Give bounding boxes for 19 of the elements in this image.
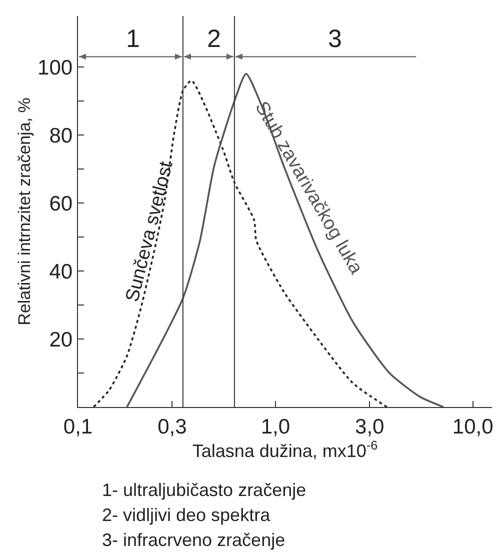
x-tick-label: 3,0 <box>355 415 384 438</box>
x-tick-label: 10,0 <box>452 415 494 438</box>
text: 2- vidljivi deo spektra <box>102 505 272 525</box>
text: 1- ultraljubičasto zračenje <box>102 480 306 500</box>
y-tick-label: 100 <box>38 56 73 80</box>
annotation: 1 <box>126 25 140 53</box>
y-tick-label: 80 <box>49 124 73 148</box>
annotation: 3 <box>328 25 342 53</box>
y-tick-label: 60 <box>49 192 73 216</box>
text: Sunčeva svetlost <box>122 158 178 304</box>
annotation: 2 <box>207 25 221 53</box>
x-tick-label: 1,0 <box>260 415 290 438</box>
x-tick-label: 0,3 <box>158 415 187 438</box>
y-tick-label: 20 <box>49 328 73 352</box>
text: 3- infracrveno zračenje <box>102 530 286 550</box>
y-axis-title: Relativni intrnzitet zračenja, % <box>15 98 34 326</box>
x-axis-title: Talasna dužina, mx10$^{-6}$ <box>192 438 378 461</box>
y-tick-label: 40 <box>49 260 73 284</box>
x-tick-label: 0,1 <box>63 415 93 438</box>
